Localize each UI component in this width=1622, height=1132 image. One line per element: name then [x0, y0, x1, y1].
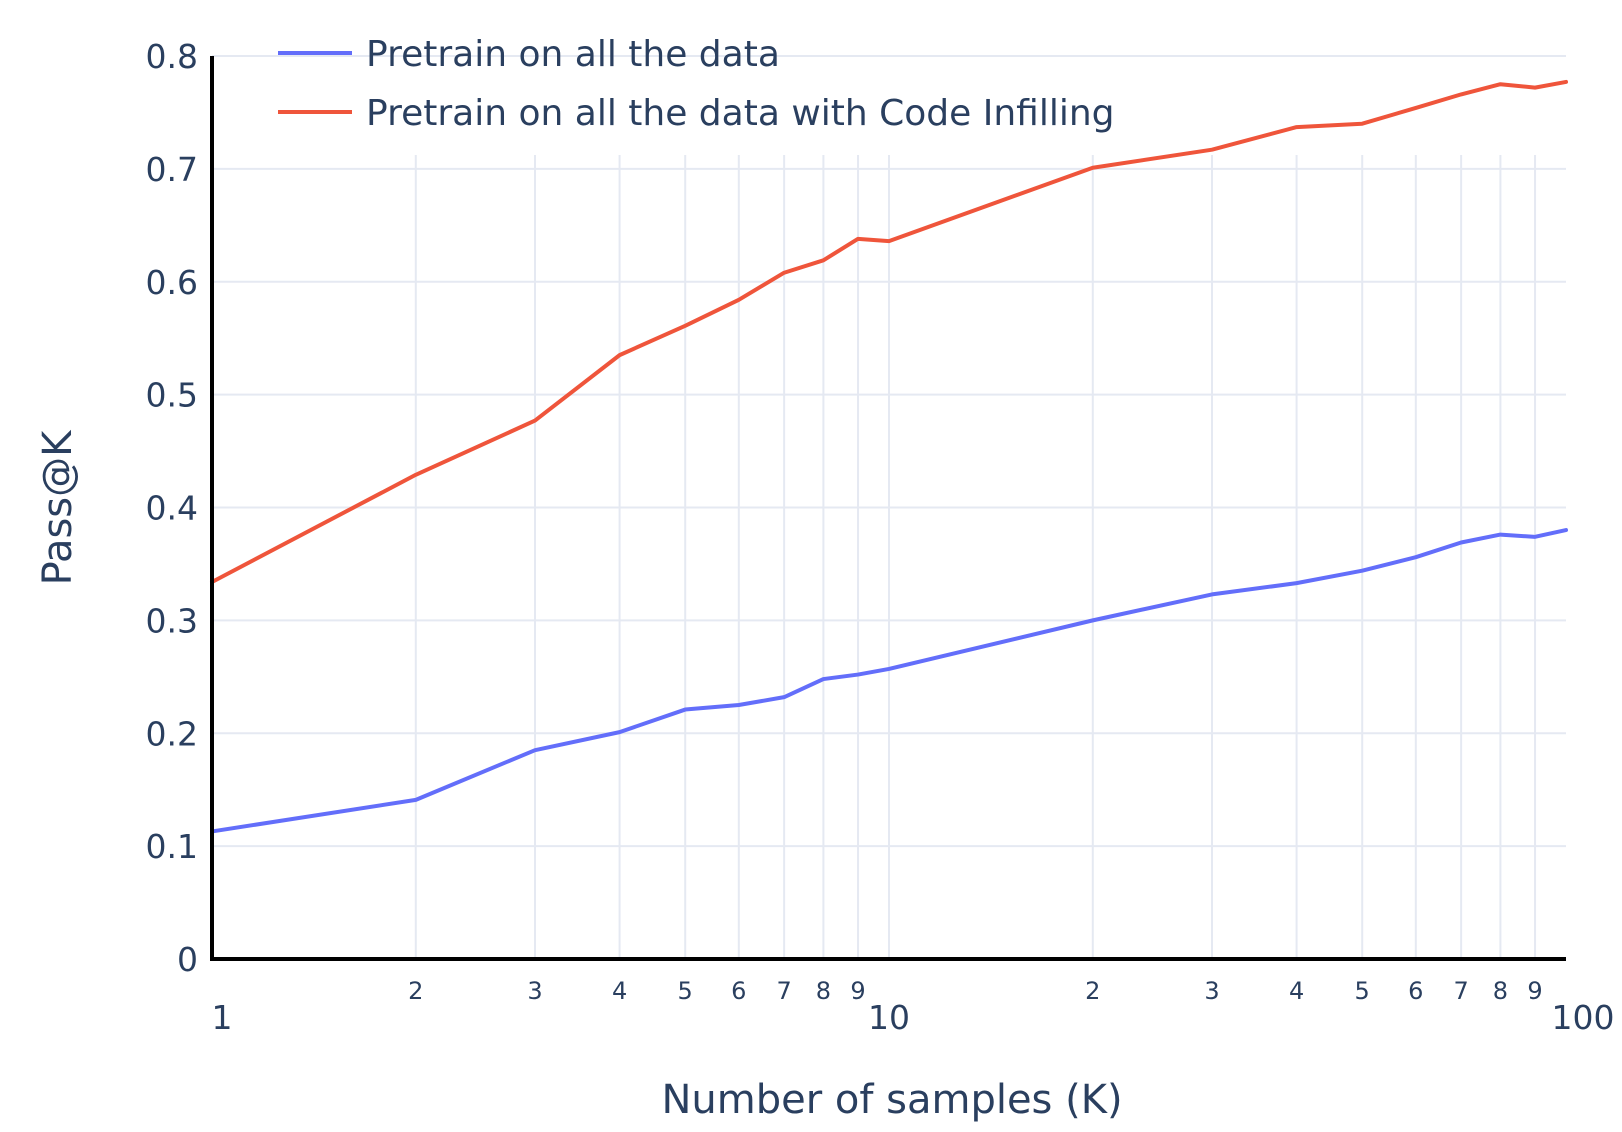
y-tick-label: 0.8	[146, 37, 198, 76]
x-minor-tick-label: 6	[731, 977, 746, 1005]
y-tick-label: 0.7	[146, 150, 198, 189]
legend: Pretrain on all the data Pretrain on all …	[278, 34, 1115, 134]
x-minor-tick-label: 3	[527, 977, 542, 1005]
x-minor-tick-label: 4	[612, 977, 627, 1005]
x-minor-tick-label: 7	[776, 977, 791, 1005]
x-minor-tick-label: 8	[1493, 977, 1508, 1005]
y-tick-label: 0.6	[146, 263, 198, 302]
x-minor-tick-label: 5	[678, 977, 693, 1005]
x-minor-tick-label: 9	[850, 977, 865, 1005]
x-minor-tick-label: 4	[1289, 977, 1304, 1005]
legend-label: Pretrain on all the data	[366, 34, 780, 75]
x-minor-tick-label: 8	[816, 977, 831, 1005]
y-tick-label: 0	[177, 940, 198, 979]
x-minor-tick-label: 2	[1085, 977, 1100, 1005]
x-minor-tick-label: 9	[1527, 977, 1542, 1005]
y-tick-label: 0.1	[146, 827, 198, 866]
legend-item-1[interactable]: Pretrain on all the data	[278, 34, 780, 75]
x-minor-tick-label: 2	[408, 977, 423, 1005]
y-axis-title: Pass@K	[35, 429, 81, 586]
x-major-tick-label: 1	[212, 998, 233, 1037]
y-tick-label: 0.4	[146, 489, 198, 528]
x-axis-title: Number of samples (K)	[661, 1077, 1122, 1123]
legend-item-2[interactable]: Pretrain on all the data with Code Infil…	[278, 93, 1115, 134]
axes	[210, 56, 1566, 961]
x-minor-tick-label: 3	[1204, 977, 1219, 1005]
y-tick-labels: 0 0.1 0.2 0.3 0.4 0.5 0.6 0.7 0.8	[146, 37, 198, 979]
y-tick-label: 0.2	[146, 714, 198, 753]
x-major-tick-label: 100	[1552, 998, 1615, 1037]
grid-lines	[212, 55, 1566, 959]
y-tick-label: 0.3	[146, 601, 198, 640]
x-major-tick-label: 10	[868, 998, 910, 1037]
legend-label: Pretrain on all the data with Code Infil…	[366, 93, 1115, 134]
x-tick-labels: 2 3 4 5 6 7 8 9 2 3 4 5 6 7 8 91 10 100	[212, 977, 1615, 1037]
y-tick-label: 0.5	[146, 376, 198, 415]
x-minor-tick-label: 7	[1453, 977, 1468, 1005]
x-minor-tick-label: 5	[1355, 977, 1370, 1005]
x-minor-tick-label: 6	[1408, 977, 1423, 1005]
